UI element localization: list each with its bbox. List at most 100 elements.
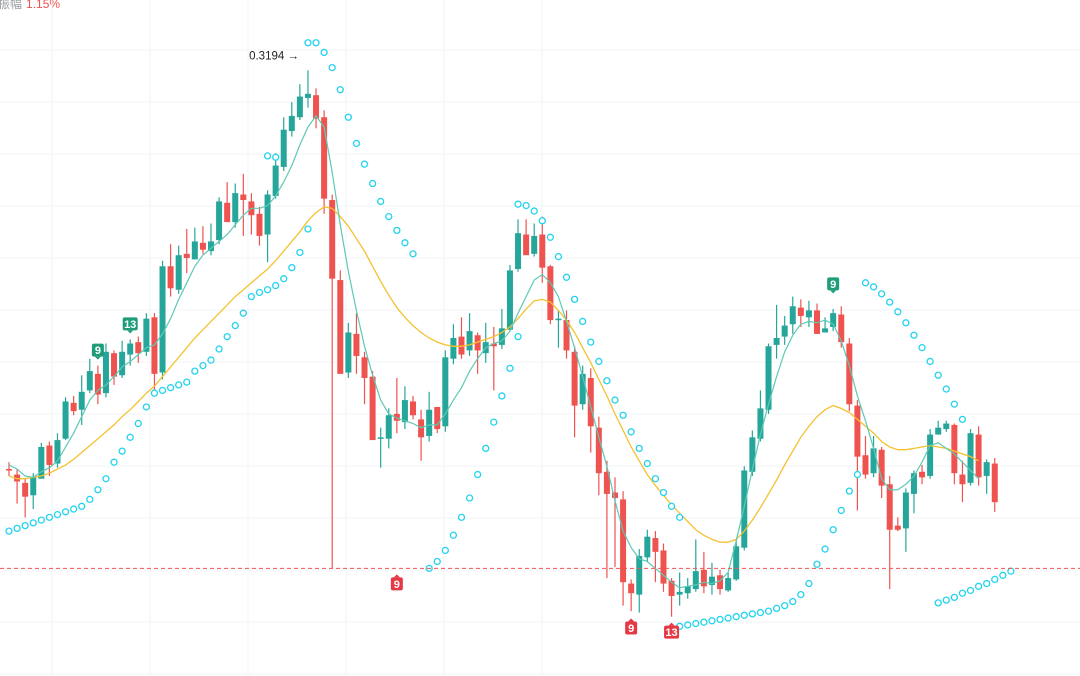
amplitude-value: 1.15% <box>26 0 61 11</box>
sar-dot <box>546 233 555 241</box>
candle-up <box>749 437 756 472</box>
candle-up <box>426 409 433 436</box>
sar-dot <box>110 458 118 466</box>
candle-up <box>644 536 651 558</box>
sar-dot <box>377 197 385 206</box>
sar-dot <box>271 153 280 161</box>
sar-dot <box>360 160 369 168</box>
sar-dot <box>530 207 538 215</box>
sar-dot <box>134 419 142 428</box>
candle-down <box>70 402 77 412</box>
sar-dot <box>983 579 991 588</box>
sar-dot <box>482 444 490 453</box>
sar-dot <box>651 475 660 483</box>
sar-dot <box>619 411 627 419</box>
sar-dot <box>627 428 635 436</box>
candle-up <box>345 332 352 373</box>
candle-down <box>22 482 29 497</box>
sar-dot <box>643 459 651 468</box>
td-marker-pointer <box>94 356 101 360</box>
sar-dot <box>732 613 740 621</box>
sar-dot <box>158 386 167 395</box>
candle-down <box>854 405 861 457</box>
sar-dot <box>570 295 579 304</box>
candle-down <box>313 95 320 119</box>
candle-up <box>741 470 748 548</box>
td-marker-label: 9 <box>95 345 101 357</box>
sar-dot <box>263 152 272 160</box>
sar-dot <box>926 357 934 366</box>
candle-up <box>983 462 990 476</box>
candle-up <box>191 241 198 260</box>
sar-dot <box>296 248 304 257</box>
sar-dot <box>45 513 54 521</box>
sar-dot <box>166 384 175 392</box>
candle-up <box>765 346 772 410</box>
sar-dot <box>1007 567 1015 575</box>
amplitude-label: 振幅 <box>0 0 23 11</box>
candle-up <box>935 427 942 435</box>
candle-up <box>789 306 796 325</box>
sar-dot <box>175 381 183 389</box>
candle-down <box>919 471 926 478</box>
sar-dot <box>473 470 482 479</box>
sar-dot <box>86 495 94 504</box>
candle-up <box>216 201 223 241</box>
sar-dot <box>894 308 902 316</box>
candle-down <box>878 449 885 486</box>
td-marker-pointer <box>393 574 400 578</box>
sar-dot <box>344 113 353 121</box>
candle-up <box>272 165 279 196</box>
td-marker-pointer <box>628 618 635 622</box>
td-marker-pointer <box>668 622 675 626</box>
td-marker-pointer <box>127 330 134 334</box>
candle-down <box>846 343 853 405</box>
candle-down <box>975 434 982 478</box>
td-marker-pointer <box>830 290 837 294</box>
sar-dot <box>401 239 409 247</box>
sar-dot <box>271 281 280 290</box>
candle-down <box>628 583 635 594</box>
candle-down <box>838 314 845 343</box>
candle-down <box>393 413 400 421</box>
sar-dot <box>966 586 975 595</box>
candle-down <box>700 569 707 587</box>
td-marker-up <box>91 343 104 357</box>
sar-dot <box>684 621 692 629</box>
td-marker-down <box>625 621 638 635</box>
sar-dot <box>5 527 13 535</box>
sar-dot <box>288 263 296 272</box>
candle-up <box>636 555 643 595</box>
sar-dot <box>102 475 110 483</box>
sar-dot <box>934 371 942 379</box>
candle-down <box>151 317 158 374</box>
candle-up <box>733 546 740 580</box>
sar-dot <box>522 201 530 210</box>
candle-down <box>862 455 869 475</box>
sar-dot <box>465 494 474 502</box>
sar-dot <box>231 321 239 330</box>
sar-dot <box>821 545 829 553</box>
sar-dot <box>199 361 207 370</box>
candle-down <box>797 307 804 316</box>
td-marker-label: 13 <box>665 627 677 639</box>
td-marker-label: 9 <box>830 279 836 291</box>
sar-dot <box>304 39 312 47</box>
sar-dot <box>490 418 498 426</box>
candle-up <box>506 270 513 330</box>
candle-down <box>547 266 554 321</box>
sar-dot <box>877 290 886 298</box>
candle-up <box>773 338 780 345</box>
sar-dot <box>255 288 264 297</box>
sar-dot <box>457 513 466 521</box>
candle-down <box>539 234 546 268</box>
ma-slow-line <box>8 206 979 543</box>
candle-up <box>102 351 109 394</box>
sar-dot <box>538 217 546 225</box>
sar-dot <box>999 571 1007 579</box>
candle-down <box>458 336 465 355</box>
sar-dot <box>950 400 959 408</box>
sar-dot <box>886 298 894 306</box>
candle-down <box>46 445 53 465</box>
